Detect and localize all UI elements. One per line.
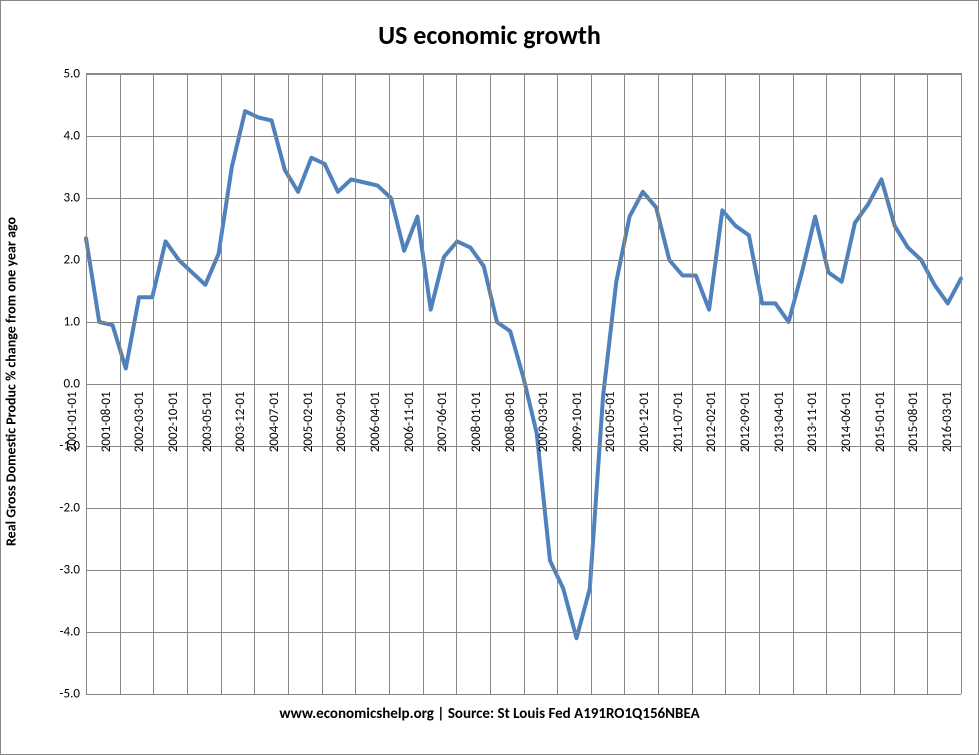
gridline-v (423, 74, 424, 694)
gridline-v (591, 74, 592, 694)
gridline-v (759, 74, 760, 694)
y-tick-label: -4.0 (60, 625, 80, 640)
gridline-h (86, 694, 961, 695)
gridline-v (557, 74, 558, 694)
x-tick-label: 2014-06-01 (839, 392, 854, 453)
gridline-v (120, 74, 121, 694)
x-tick-label: 2011-07-01 (671, 392, 686, 453)
x-tick-label: 2008-01-01 (469, 392, 484, 453)
x-tick-label: 2012-09-01 (738, 392, 753, 453)
y-tick-label: 1.0 (64, 315, 80, 330)
gridline-v (860, 74, 861, 694)
y-tick-label: -5.0 (60, 687, 80, 702)
gridline-v (456, 74, 457, 694)
gridline-v (658, 74, 659, 694)
gridline-v (153, 74, 154, 694)
gridline-v (288, 74, 289, 694)
plot-area: -5.0-4.0-3.0-2.0-1.00.01.02.03.04.05.020… (86, 73, 962, 694)
gridline-v (624, 74, 625, 694)
x-tick-label: 2006-11-01 (402, 392, 417, 453)
x-tick-label: 2008-08-01 (503, 392, 518, 453)
gridline-v (254, 74, 255, 694)
x-tick-label: 2010-12-01 (637, 392, 652, 453)
gridline-v (187, 74, 188, 694)
x-tick-label: 2001-01-01 (65, 392, 80, 453)
chart-title: US economic growth (1, 19, 978, 51)
x-tick-label: 2012-02-01 (704, 392, 719, 453)
y-tick-label: 3.0 (64, 191, 80, 206)
x-tick-label: 2015-01-01 (873, 392, 888, 453)
x-tick-label: 2002-03-01 (132, 392, 147, 453)
y-tick-label: 5.0 (64, 67, 80, 82)
y-tick-label: 4.0 (64, 129, 80, 144)
gridline-v (961, 74, 962, 694)
y-axis-label: Real Gross Domestic Produc % change from… (3, 72, 20, 692)
x-tick-label: 2007-06-01 (435, 392, 450, 453)
x-tick-label: 2005-09-01 (334, 392, 349, 453)
gridline-v (692, 74, 693, 694)
gridline-v (86, 74, 87, 694)
x-tick-label: 2001-08-01 (99, 392, 114, 453)
gridline-v (490, 74, 491, 694)
gridline-v (322, 74, 323, 694)
x-tick-label: 2005-02-01 (301, 392, 316, 453)
gridline-v (524, 74, 525, 694)
x-tick-label: 2013-04-01 (772, 392, 787, 453)
x-tick-label: 2010-05-01 (603, 392, 618, 453)
x-tick-label: 2003-12-01 (233, 392, 248, 453)
x-tick-label: 2009-03-01 (536, 392, 551, 453)
x-tick-label: 2013-11-01 (805, 392, 820, 453)
chart-footer: www.economicshelp.org | Source: St Louis… (1, 705, 978, 723)
gridline-v (355, 74, 356, 694)
y-tick-label: -3.0 (60, 563, 80, 578)
gridline-v (793, 74, 794, 694)
x-tick-label: 2016-03-01 (940, 392, 955, 453)
x-tick-label: 2006-04-01 (368, 392, 383, 453)
y-tick-label: 0.0 (64, 377, 80, 392)
y-tick-label: -2.0 (60, 501, 80, 516)
chart-container: US economic growth Real Gross Domestic P… (0, 0, 979, 755)
gridline-v (389, 74, 390, 694)
x-tick-label: 2009-10-01 (570, 392, 585, 453)
gridline-v (221, 74, 222, 694)
x-tick-label: 2015-08-01 (906, 392, 921, 453)
gridline-v (927, 74, 928, 694)
x-tick-label: 2004-07-01 (267, 392, 282, 453)
x-tick-label: 2003-05-01 (200, 392, 215, 453)
gridline-v (826, 74, 827, 694)
x-tick-label: 2002-10-01 (166, 392, 181, 453)
gridline-v (725, 74, 726, 694)
gridline-v (894, 74, 895, 694)
y-tick-label: 2.0 (64, 253, 80, 268)
